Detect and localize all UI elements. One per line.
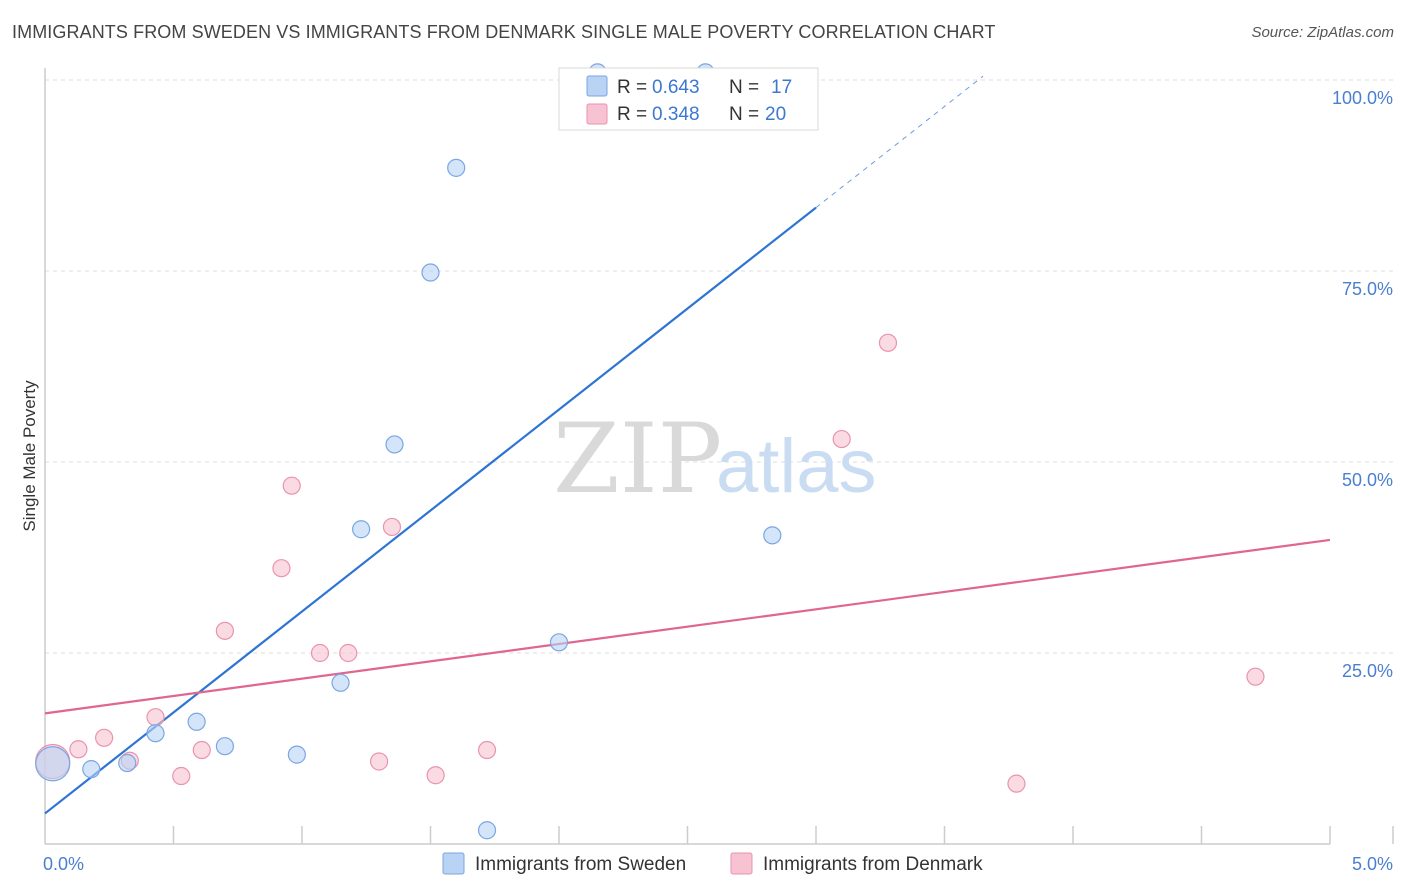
point-sweden-7 [331,673,350,692]
legend-denmark-r-value: 0.348 [652,104,700,125]
trend-line-denmark [44,538,1331,715]
x-tick-labels: 0.0% 5.0% [43,854,1393,874]
point-sweden-8 [352,520,371,539]
y-tick-label-0: 25.0% [1342,661,1393,681]
legend-denmark-n-label: N = [729,104,759,125]
point-denmark-12 [370,752,389,771]
series-legend-sweden-label: Immigrants from Sweden [475,854,686,875]
legend-denmark-swatch [586,103,608,125]
point-denmark-13 [382,517,402,537]
gridlines [45,79,1395,654]
point-sweden-9 [385,435,404,454]
point-denmark-8 [272,559,291,578]
y-tick-labels: 25.0% 50.0% 75.0% 100.0% [1332,88,1393,681]
point-sweden-13 [549,633,569,652]
legend-sweden-n-value: 17 [771,77,792,98]
x-tick-label-1: 5.0% [1352,854,1393,874]
trend-line-sweden [44,206,817,815]
legend-sweden-r-value: 0.643 [652,77,700,98]
point-sweden-2 [118,753,137,773]
y-tick-label-3: 100.0% [1332,88,1393,108]
point-denmark-10 [310,643,330,663]
point-denmark-18 [1007,774,1026,793]
point-sweden-0 [35,746,71,782]
watermark-atlas: atlas [716,424,877,509]
legend-sweden-n-label: N = [729,77,759,98]
y-axis-label: Single Male Poverty [20,380,39,532]
series-legend-denmark-label: Immigrants from Denmark [763,854,983,875]
legend-denmark-n-value: 20 [765,104,786,125]
point-denmark-4 [146,708,165,727]
x-tick-label-0: 0.0% [43,854,84,874]
chart-source: Source: ZipAtlas.com [1251,24,1394,41]
x-ticks [172,826,1394,844]
point-sweden-11 [447,158,466,177]
legend-denmark-r-label: R = [617,104,647,125]
point-denmark-11 [339,643,358,663]
point-sweden-5 [215,737,234,756]
trend-line-sweden-extension [815,75,984,208]
legend-sweden-swatch [586,75,608,97]
series-legend-sweden-swatch [442,852,465,875]
point-denmark-1 [69,740,88,759]
point-denmark-7 [215,621,234,640]
y-tick-label-2: 75.0% [1342,279,1393,299]
point-denmark-17 [878,333,898,352]
point-denmark-5 [172,766,191,786]
point-sweden-10 [421,263,440,282]
chart-title: IMMIGRANTS FROM SWEDEN VS IMMIGRANTS FRO… [12,22,996,42]
series-legend: Immigrants from Sweden Immigrants from D… [442,852,983,875]
point-denmark-16 [832,429,851,449]
point-sweden-12 [477,821,497,840]
y-tick-label-1: 50.0% [1342,470,1393,490]
point-sweden-3 [146,724,165,743]
point-denmark-9 [282,476,301,495]
point-denmark-19 [1246,667,1265,686]
trend-lines [44,75,1331,815]
point-denmark-14 [426,766,445,785]
point-denmark-15 [477,740,497,760]
point-sweden-4 [187,712,206,731]
point-sweden-16 [763,526,782,545]
point-sweden-1 [82,760,101,779]
legend-sweden-r-label: R = [617,77,647,98]
stats-legend: R = 0.643 N = 17 R = 0.348 N = 20 [558,67,819,131]
watermark: ZIP atlas [553,403,877,515]
series-legend-denmark-swatch [730,852,753,875]
watermark-zip: ZIP [553,403,722,515]
point-sweden-6 [287,745,306,764]
point-denmark-6 [192,740,211,760]
point-denmark-2 [95,728,114,747]
